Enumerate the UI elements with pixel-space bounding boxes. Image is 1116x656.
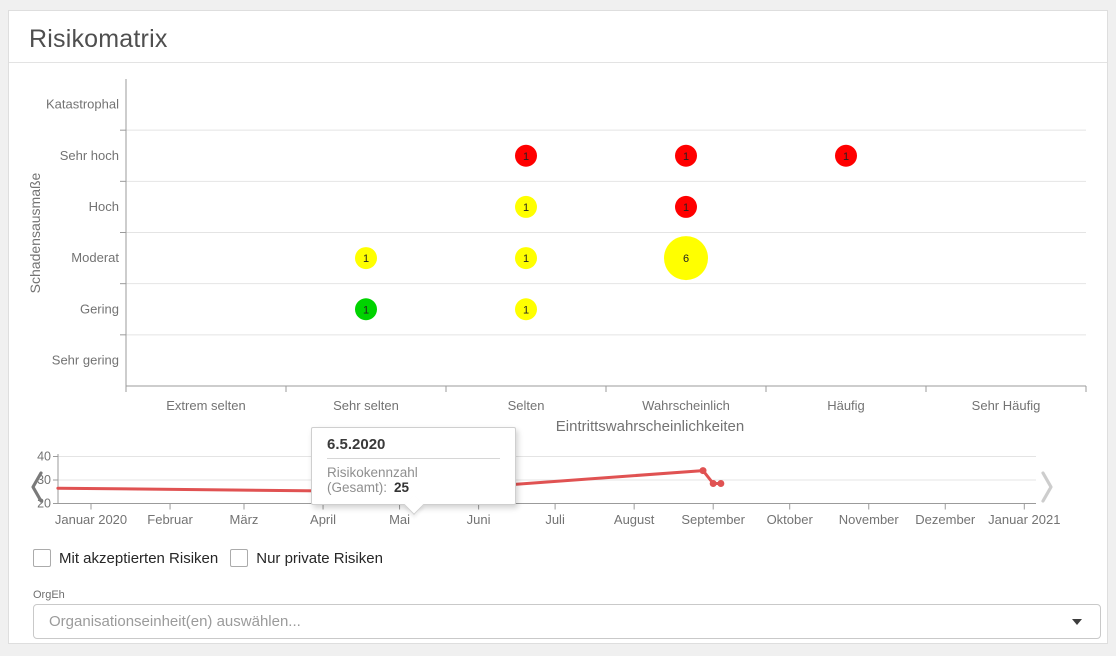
matrix-bubble-count: 1 bbox=[683, 202, 689, 214]
y-tick-label: Sehr gering bbox=[52, 352, 119, 367]
matrix-bubble[interactable] bbox=[515, 144, 537, 167]
x-tick-label: Oktober bbox=[767, 512, 814, 527]
y-tick-label: Hoch bbox=[89, 199, 119, 214]
with-accepted-risks-checkbox[interactable] bbox=[33, 549, 51, 567]
matrix-bubble-count: 1 bbox=[523, 202, 529, 214]
card-header: Risikomatrix bbox=[9, 11, 1107, 63]
x-tick-label: Mai bbox=[389, 512, 410, 527]
x-tick-label: Häufig bbox=[827, 398, 865, 413]
risikomatrix-card: Risikomatrix Katastrophal Sehr hoch Hoch Mo… bbox=[8, 10, 1108, 644]
tooltip-divider bbox=[327, 458, 500, 459]
x-tick-label: Januar 2021 bbox=[988, 512, 1060, 527]
matrix-bubble-count: 1 bbox=[523, 151, 529, 163]
x-tick-label: Juni bbox=[467, 512, 491, 527]
x-tick-label: Sehr selten bbox=[333, 398, 399, 413]
matrix-bubble-count: 1 bbox=[523, 253, 529, 265]
orgeh-select[interactable]: Organisationseinheit(en) auswählen... bbox=[33, 604, 1101, 639]
tooltip-label: Risikokennzahl (Gesamt): bbox=[327, 465, 418, 495]
timeline-next-button[interactable] bbox=[1036, 470, 1058, 506]
matrix-bubble[interactable] bbox=[355, 298, 377, 321]
x-tick-label: September bbox=[681, 512, 745, 527]
x-tick-label: Extrem selten bbox=[166, 398, 245, 413]
x-tick-label: Sehr Häufig bbox=[972, 398, 1041, 413]
only-private-risks-option[interactable]: Nur private Risiken bbox=[230, 549, 383, 567]
chevron-right-icon bbox=[1041, 471, 1053, 503]
with-accepted-risks-option[interactable]: Mit akzeptierten Risiken bbox=[33, 549, 218, 567]
tooltip-row: Risikokennzahl (Gesamt): 25 bbox=[312, 459, 515, 504]
matrix-bubble-count: 1 bbox=[523, 304, 529, 316]
only-private-risks-checkbox[interactable] bbox=[230, 549, 249, 567]
matrix-bubble[interactable] bbox=[515, 298, 537, 321]
charts-canvas: Katastrophal Sehr hoch Hoch Moderat Gering Se… bbox=[27, 79, 1087, 528]
x-tick-label: Selten bbox=[508, 398, 545, 413]
x-tick-label: März bbox=[230, 512, 259, 527]
x-tick-label: Juli bbox=[545, 512, 565, 527]
x-tick-label: Februar bbox=[147, 512, 193, 527]
timeline-point bbox=[717, 480, 725, 488]
matrix-bubble[interactable] bbox=[515, 195, 537, 218]
timeline-point bbox=[699, 467, 707, 475]
matrix-bubble[interactable] bbox=[675, 195, 697, 218]
matrix-bubble[interactable] bbox=[835, 144, 857, 167]
y-tick-label: Sehr hoch bbox=[60, 148, 119, 163]
with-accepted-risks-label[interactable]: Mit akzeptierten Risiken bbox=[59, 549, 219, 567]
y-tick-label: 40 bbox=[37, 450, 51, 464]
chevron-left-icon bbox=[31, 471, 43, 503]
tooltip-value: 25 bbox=[394, 480, 410, 495]
page-title: Risikomatrix bbox=[29, 25, 168, 53]
only-private-risks-label[interactable]: Nur private Risiken bbox=[256, 549, 383, 567]
orgeh-field-label: OrgEh bbox=[33, 589, 65, 601]
matrix-bubble[interactable] bbox=[355, 247, 377, 270]
x-tick-label: November bbox=[839, 512, 900, 527]
risk-matrix-chart: Katastrophal Sehr hoch Hoch Moderat Gering Se… bbox=[27, 79, 1087, 435]
matrix-bubble-count: 1 bbox=[683, 151, 689, 163]
matrix-bubble-count: 6 bbox=[683, 253, 689, 265]
orgeh-select-placeholder: Organisationseinheit(en) auswählen... bbox=[49, 613, 301, 630]
x-tick-label: August bbox=[614, 512, 655, 527]
tooltip-date: 6.5.2020 bbox=[327, 436, 386, 453]
x-tick-label: Wahrscheinlich bbox=[642, 398, 730, 413]
x-tick-label: Dezember bbox=[915, 512, 976, 527]
chart-tooltip: 6.5.2020 Risikokennzahl (Gesamt): 25 bbox=[311, 427, 516, 515]
y-tick-label: Katastrophal bbox=[46, 97, 119, 112]
matrix-bubble[interactable] bbox=[675, 144, 697, 167]
x-axis-title: Eintrittswahrscheinlichkeiten bbox=[556, 418, 744, 435]
matrix-bubble[interactable] bbox=[515, 247, 537, 270]
y-tick-label: Gering bbox=[80, 301, 119, 316]
timeline-prev-button[interactable] bbox=[26, 470, 48, 506]
y-axis-title: Schadensausmaße bbox=[27, 172, 43, 293]
matrix-bubble-count: 1 bbox=[363, 253, 369, 265]
timeline-point bbox=[709, 480, 717, 488]
chevron-down-icon bbox=[1072, 618, 1082, 625]
y-tick-label: Moderat bbox=[71, 250, 119, 265]
filter-row: Mit akzeptierten Risiken Nur private Ris… bbox=[33, 549, 395, 567]
matrix-bubble-count: 1 bbox=[843, 151, 849, 163]
matrix-bubble-count: 1 bbox=[363, 304, 369, 316]
x-tick-label: April bbox=[310, 512, 336, 527]
matrix-bubble[interactable] bbox=[664, 236, 708, 281]
x-tick-label: Januar 2020 bbox=[55, 512, 127, 527]
